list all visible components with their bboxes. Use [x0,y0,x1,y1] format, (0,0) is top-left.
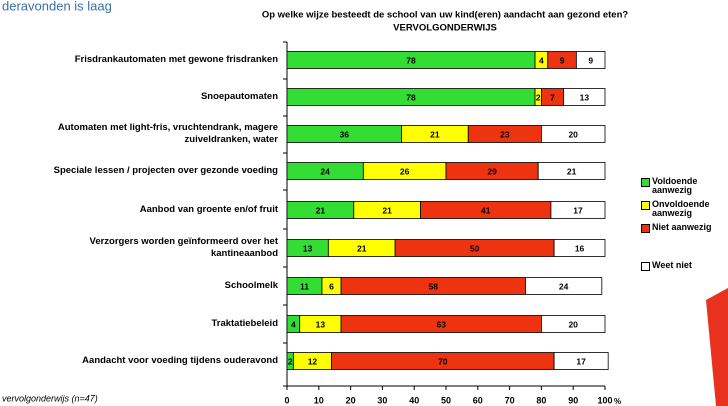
x-tick-label: 40 [409,395,419,405]
value-label: 12 [308,356,318,366]
value-label: 21 [316,205,326,215]
bar-segment [550,201,606,219]
x-axis-label: % [614,397,621,406]
value-label: 36 [340,129,350,139]
value-label: 58 [429,281,439,291]
value-label: 9 [588,55,593,65]
value-label: 23 [500,129,510,139]
legend-label: Niet aanwezig [652,222,712,232]
value-label: 16 [575,243,585,253]
value-label: 26 [400,166,410,176]
bar-segment [525,277,603,295]
value-label: 50 [470,243,480,253]
x-tick-label: 10 [314,395,324,405]
value-label: 21 [357,243,367,253]
value-label: 21 [382,205,392,215]
category-label: Speciale lessen / projecten over gezonde… [53,165,278,176]
value-label: 11 [300,281,309,291]
page-header: deravonden is laag [2,0,112,13]
x-tick-label: 30 [377,395,387,405]
bar-segment [553,239,606,257]
value-label: 29 [487,166,497,176]
value-label: 17 [573,205,583,215]
value-label: 13 [580,92,590,102]
value-label: 24 [320,166,330,176]
category-label: Traktatiebeleid [211,318,278,329]
bar-segment [575,51,606,69]
x-tick-label: 70 [505,395,515,405]
category-label: Frisdrankautomaten met gewone frisdranke… [74,54,278,65]
bar-segment [541,315,606,333]
chart-subtitle: VERVOLGONDERWIJS [393,23,497,34]
chart-title: Op welke wijze besteedt de school van uw… [262,10,629,21]
legend-label: Voldoende aanwezig [652,176,698,195]
value-label: 2 [288,356,293,366]
x-tick-label: 0 [284,395,289,405]
legend-swatch [641,178,650,187]
category-label: Snoepautomaten [200,91,278,102]
x-tick-label: 90 [568,395,578,405]
value-label: 21 [430,129,440,139]
value-label: 13 [316,319,326,329]
value-label: 78 [406,92,416,102]
value-label: 4 [291,319,296,329]
value-label: 63 [436,319,446,329]
bar-segment [541,125,606,143]
value-label: 70 [438,356,448,366]
value-label: 9 [560,55,565,65]
x-tick-label: 80 [536,395,546,405]
x-tick-label: 60 [473,395,483,405]
x-tick-label: 50 [441,395,451,405]
category-label: Verzorgers worden geïnformeerd over het … [89,236,278,259]
category-label: Schoolmelk [224,280,278,291]
legend-label: Weet niet [652,260,692,270]
category-label: Automaten met light-fris, vruchtendrank,… [57,122,278,145]
value-label: 6 [329,281,334,291]
x-tick-label: 100 [597,395,612,405]
value-label: 2 [536,92,541,102]
legend-swatch [641,201,650,210]
bar-segment [563,88,606,106]
value-label: 4 [539,55,544,65]
legend-swatch [641,224,650,233]
value-label: 20 [568,319,578,329]
x-tick-label: 20 [346,395,356,405]
footnote: vervolgonderwijs (n=47) [2,393,98,403]
decoration [706,288,728,406]
value-label: 20 [568,129,578,139]
value-label: 21 [567,166,577,176]
legend-label: Onvoldoende aanwezig [652,199,710,218]
category-label: Aandacht voor voeding tijdens ouderavond [82,355,278,366]
bar-segment [553,352,609,370]
legend-swatch [641,262,650,271]
value-label: 41 [481,205,491,215]
value-label: 24 [559,281,569,291]
value-label: 17 [576,356,586,366]
value-label: 78 [406,55,416,65]
value-label: 13 [303,243,313,253]
bar-segment [537,162,606,180]
category-label: Aanbod van groente en/of fruit [139,204,278,215]
value-label: 7 [550,92,555,102]
